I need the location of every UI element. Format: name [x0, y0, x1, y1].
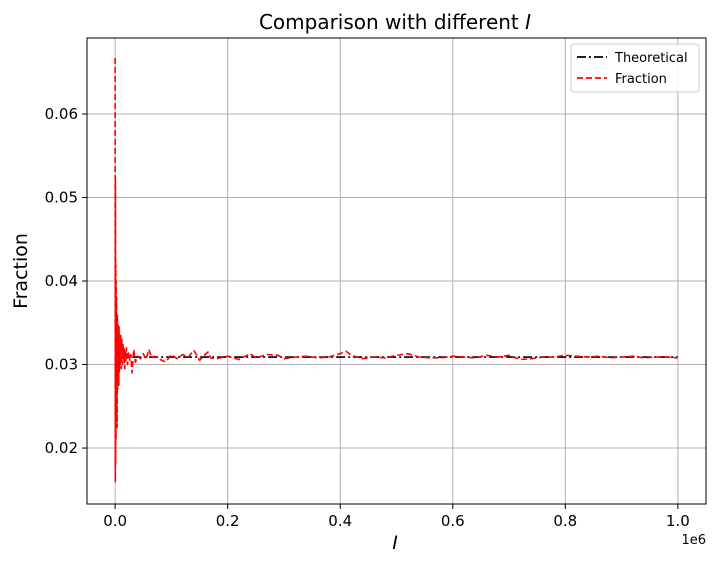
grid: [87, 38, 706, 504]
x-axis-label: I: [392, 532, 398, 554]
x-tick-label: 0.4: [328, 512, 352, 530]
plot-frame: [86, 37, 707, 505]
x-tick-label: 0.8: [553, 512, 577, 530]
y-tick-label: 0.06: [45, 105, 78, 123]
x-tick-label: 0.0: [103, 512, 127, 530]
x-tick-label: 0.6: [441, 512, 465, 530]
plot-series: [114, 58, 678, 483]
y-tick-label: 0.03: [45, 356, 78, 374]
legend-fraction-label: Fraction: [615, 72, 667, 87]
series-line-fraction: [114, 58, 678, 483]
chart-title: Comparison with different I: [259, 10, 531, 34]
ticks: 0.0 0.2 0.4 0.6 0.8 1.0 0.02 0.03 0.04 0.05 0.06: [45, 105, 690, 530]
y-tick-label: 0.04: [45, 272, 78, 290]
legend-box: [570, 43, 700, 93]
x-tick-label: 0.2: [216, 512, 240, 530]
x-tick-label: 1.0: [666, 512, 690, 530]
y-axis-label: Fraction: [10, 233, 32, 309]
x-offset-text: 1e6: [681, 533, 706, 548]
y-tick-label: 0.05: [45, 189, 78, 207]
legend: Theoretical Fraction: [570, 43, 700, 93]
legend-theoretical-label: Theoretical: [614, 51, 688, 66]
y-tick-label: 0.02: [45, 439, 78, 457]
